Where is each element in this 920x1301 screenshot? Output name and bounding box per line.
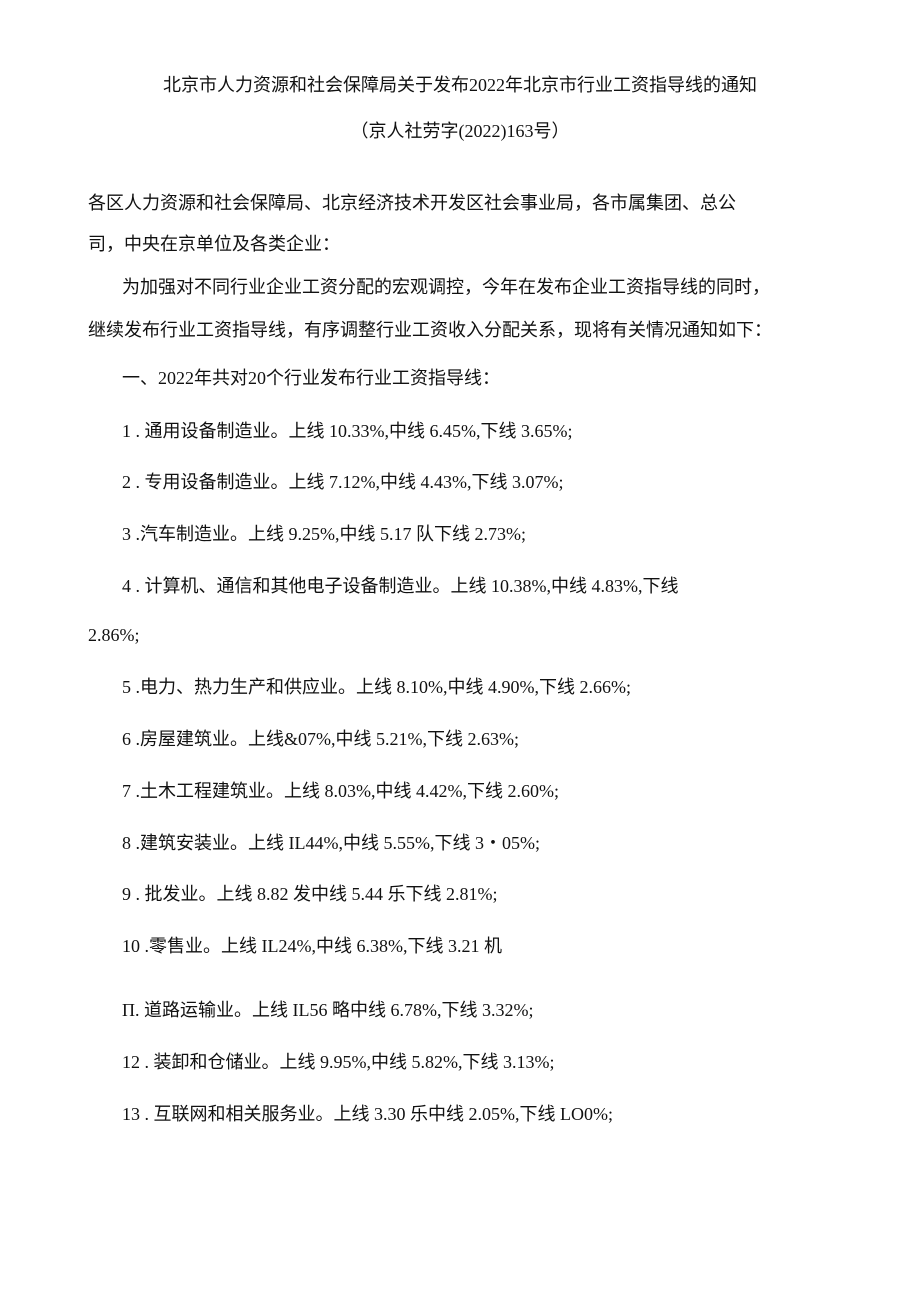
list-item: 6 .房屋建筑业。上线&07%,中线 5.21%,下线 2.63%; [122,729,519,749]
list-item: П. 道路运输业。上线 IL56 略中线 6.78%,下线 3.32%; [122,1000,534,1020]
document-number: （京人社劳字(2022)163号） [350,121,570,141]
list-item: 2 . 专用设备制造业。上线 7.12%,中线 4.43%,下线 3.07%; [122,472,564,492]
list-item: 8 .建筑安装业。上线 IL44%,中线 5.55%,下线 3・05%; [122,833,540,853]
list-item: 5 .电力、热力生产和供应业。上线 8.10%,中线 4.90%,下线 2.66… [122,677,631,697]
salutation-line: 各区人力资源和社会保障局、北京经济技术开发区社会事业局，各市属集团、总公 [88,193,736,213]
list-item: 9 . 批发业。上线 8.82 发中线 5.44 乐下线 2.81%; [122,884,498,904]
list-item: 4 . 计算机、通信和其他电子设备制造业。上线 10.38%,中线 4.83%,… [122,576,679,596]
list-item: 13 . 互联网和相关服务业。上线 3.30 乐中线 2.05%,下线 LO0%… [122,1104,613,1124]
section-heading: 一、2022年共对20个行业发布行业工资指导线： [122,368,500,388]
list-item: 10 .零售业。上线 IL24%,中线 6.38%,下线 3.21 机 [122,936,502,956]
intro-paragraph-line: 为加强对不同行业企业工资分配的宏观调控，今年在发布企业工资指导线的同时， [122,277,770,297]
list-item-continuation: 2.86%; [88,625,140,645]
list-item: 3 .汽车制造业。上线 9.25%,中线 5.17 队下线 2.73%; [122,524,526,544]
list-item: 1 . 通用设备制造业。上线 10.33%,中线 6.45%,下线 3.65%; [122,421,573,441]
intro-paragraph-line: 继续发布行业工资指导线，有序调整行业工资收入分配关系，现将有关情况通知如下： [88,320,772,340]
list-item: 12 . 装卸和仓储业。上线 9.95%,中线 5.82%,下线 3.13%; [122,1052,555,1072]
list-item: 7 .土木工程建筑业。上线 8.03%,中线 4.42%,下线 2.60%; [122,781,559,801]
salutation-line: 司，中央在京单位及各类企业： [88,234,340,254]
document-title: 北京市人力资源和社会保障局关于发布2022年北京市行业工资指导线的通知 [163,75,757,95]
